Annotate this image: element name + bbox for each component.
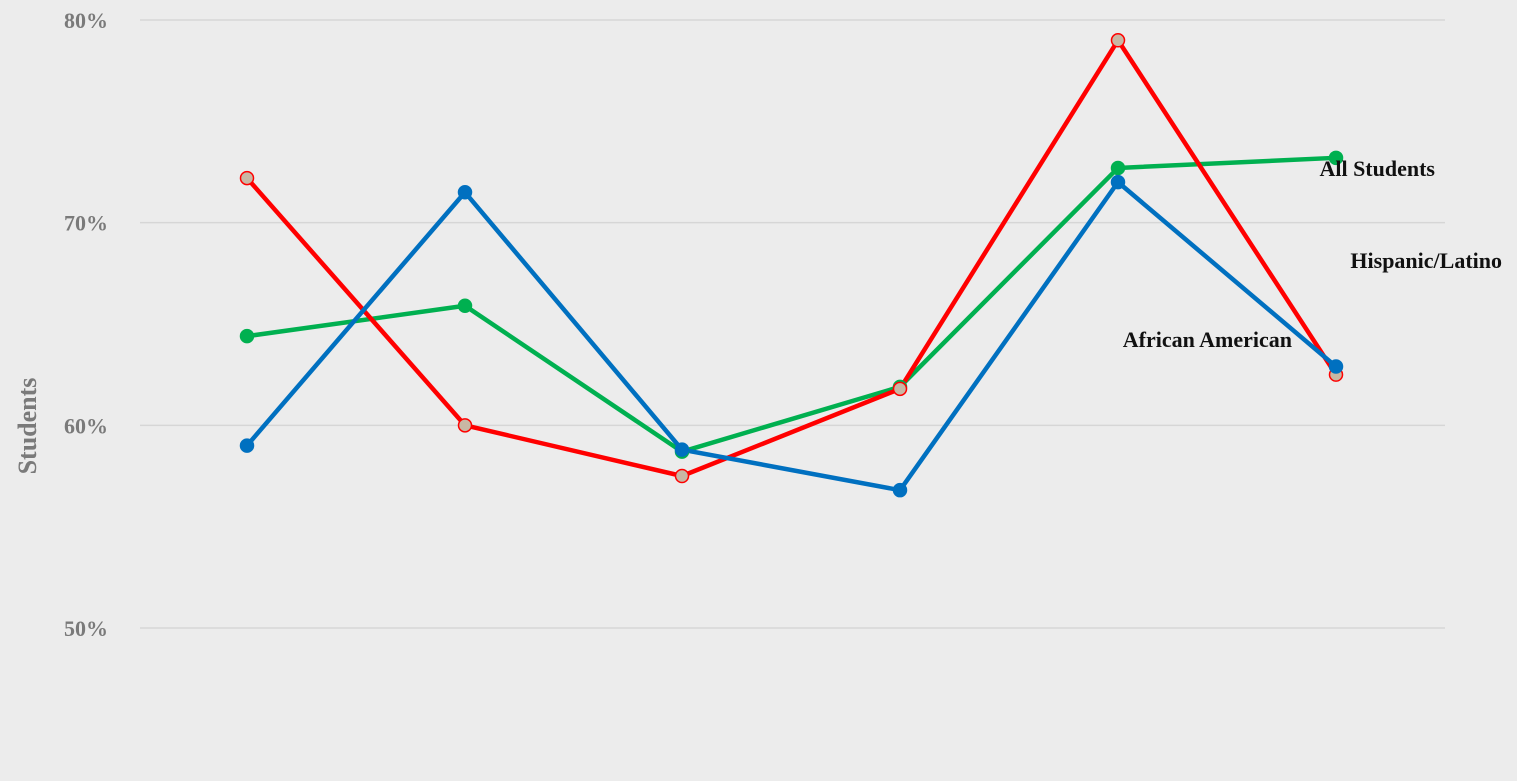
y-tick-label: 70% bbox=[64, 211, 108, 236]
series-label-all-students: All Students bbox=[1319, 156, 1435, 181]
data-point-hispanic-latino bbox=[1110, 33, 1126, 48]
series-lines bbox=[244, 38, 1339, 493]
y-tick-label: 60% bbox=[64, 413, 108, 438]
data-point-all-students bbox=[239, 328, 255, 344]
data-point-african-american bbox=[892, 482, 908, 498]
series-label-african-american: African American bbox=[1123, 327, 1292, 352]
data-point-african-american bbox=[457, 185, 473, 200]
data-point-hispanic-latino bbox=[239, 170, 255, 186]
series-line-african-american bbox=[244, 179, 1339, 493]
series-labels: All Students Hispanic/Latino African Ameri… bbox=[1123, 156, 1502, 352]
data-point-african-american bbox=[239, 438, 255, 453]
series-label-hispanic-latino: Hispanic/Latino bbox=[1350, 248, 1502, 273]
series-markers bbox=[239, 33, 1344, 498]
series-line-all-students bbox=[244, 155, 1339, 454]
gridlines bbox=[140, 19, 1445, 629]
data-point-african-american bbox=[1110, 174, 1126, 190]
data-point-african-american bbox=[674, 442, 690, 457]
data-point-hispanic-latino bbox=[457, 418, 473, 433]
data-point-all-students bbox=[457, 298, 473, 314]
data-point-all-students bbox=[1110, 160, 1126, 176]
y-axis-title: Students bbox=[13, 378, 42, 475]
data-point-african-american bbox=[1328, 359, 1344, 374]
data-point-all-students bbox=[1328, 150, 1344, 166]
y-tick-label: 50% bbox=[64, 616, 108, 641]
y-axis-tick-labels: 50% 60% 70% 80% bbox=[64, 8, 108, 641]
series-line-hispanic-latino bbox=[244, 38, 1339, 479]
data-point-hispanic-latino bbox=[674, 468, 690, 484]
y-tick-label: 80% bbox=[64, 8, 108, 33]
data-point-hispanic-latino bbox=[892, 381, 908, 397]
